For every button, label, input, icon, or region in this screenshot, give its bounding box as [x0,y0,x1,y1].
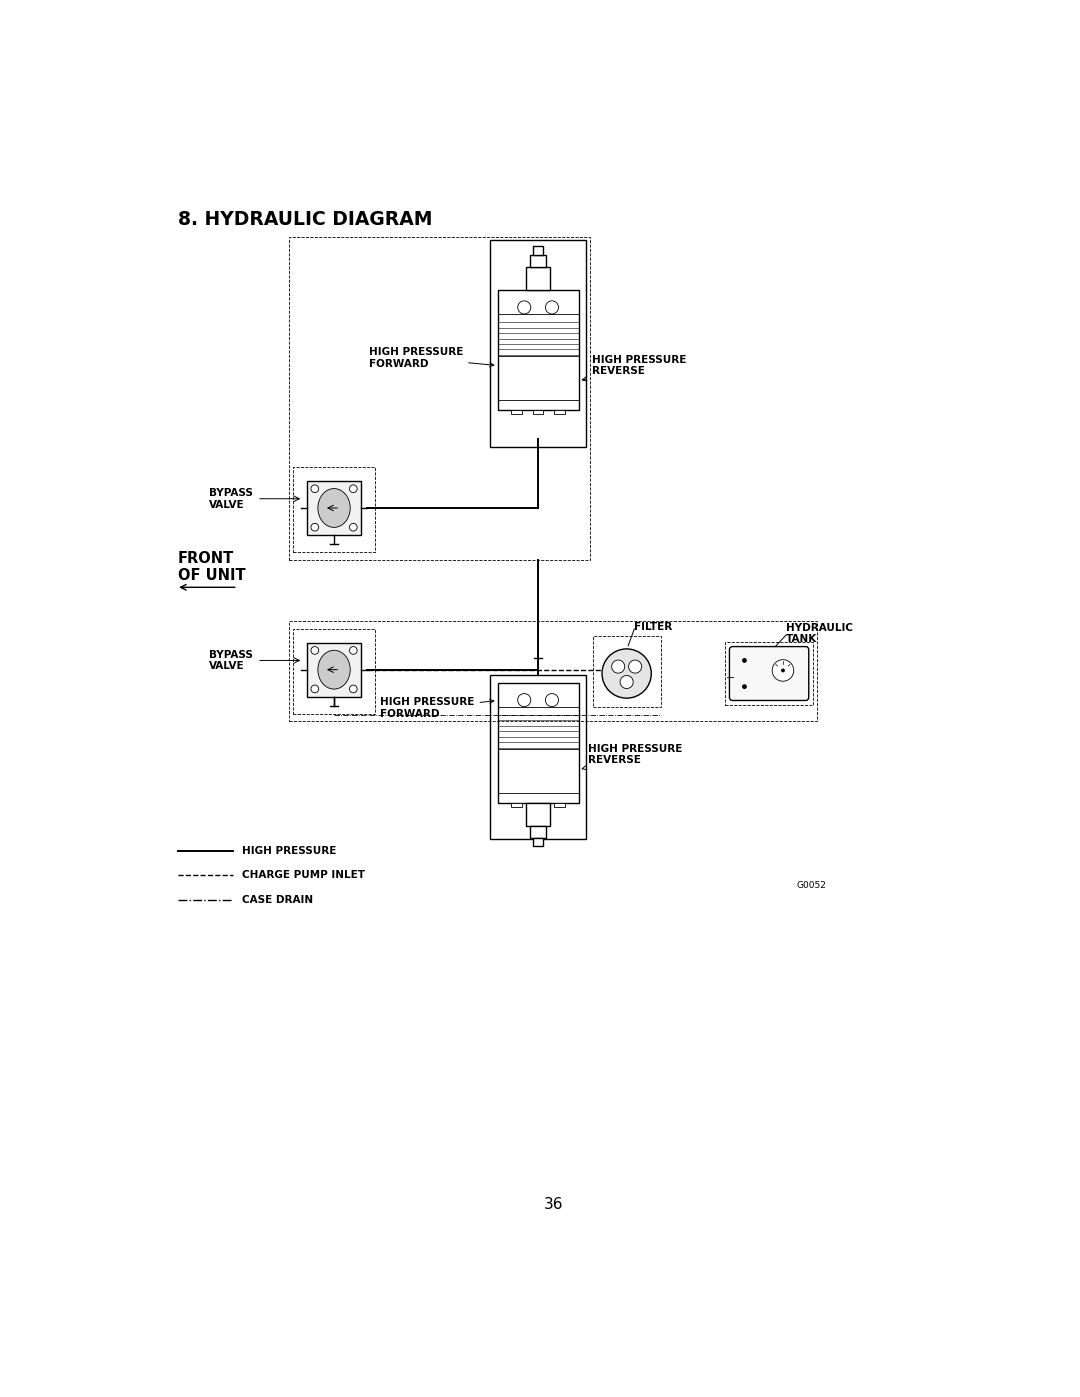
Text: CASE DRAIN: CASE DRAIN [242,895,313,905]
Text: HYDRAULIC
TANK: HYDRAULIC TANK [786,623,853,644]
Text: HIGH PRESSURE
REVERSE: HIGH PRESSURE REVERSE [582,743,683,770]
Circle shape [545,300,558,314]
Circle shape [772,659,794,682]
Bar [725,643,813,705]
Text: G0052: G0052 [796,880,826,890]
Circle shape [350,647,357,654]
Bar [490,676,586,840]
Bar [554,802,565,807]
Ellipse shape [318,650,350,689]
Bar [294,467,375,552]
Bar [289,622,818,721]
Bar [307,643,361,697]
Text: 8. HYDRAULIC DIAGRAM: 8. HYDRAULIC DIAGRAM [178,210,432,229]
Circle shape [517,693,530,707]
Bar [490,240,586,447]
Bar [289,236,590,560]
Text: HIGH PRESSURE: HIGH PRESSURE [242,845,337,855]
Bar [498,683,579,802]
Circle shape [311,524,319,531]
Circle shape [629,659,642,673]
Bar [530,826,545,838]
Circle shape [517,300,530,314]
Text: BYPASS
VALVE: BYPASS VALVE [210,650,253,671]
Bar [593,636,661,707]
Circle shape [545,693,558,707]
Circle shape [602,648,651,698]
Text: FILTER: FILTER [634,622,673,633]
Text: HIGH PRESSURE
FORWARD: HIGH PRESSURE FORWARD [380,697,494,719]
Bar [307,481,361,535]
Bar [294,629,375,714]
Bar [532,802,543,807]
Text: CHARGE PUMP INLET: CHARGE PUMP INLET [242,870,365,880]
Text: HIGH PRESSURE
FORWARD: HIGH PRESSURE FORWARD [368,346,494,369]
Circle shape [350,685,357,693]
Bar [498,291,579,409]
FancyBboxPatch shape [729,647,809,700]
Bar [554,409,565,415]
Circle shape [311,647,319,654]
Text: 36: 36 [543,1197,564,1211]
Circle shape [782,669,784,672]
Circle shape [311,485,319,493]
Bar [534,838,543,845]
Circle shape [350,485,357,493]
Bar [530,256,545,267]
Circle shape [311,685,319,693]
Bar [532,409,543,415]
Circle shape [743,685,746,689]
Text: BYPASS
VALVE: BYPASS VALVE [210,488,253,510]
Ellipse shape [318,489,350,528]
Bar [526,802,551,826]
Circle shape [611,659,624,673]
Circle shape [743,659,746,662]
Bar [511,802,522,807]
Circle shape [620,676,633,689]
Text: FRONT
OF UNIT: FRONT OF UNIT [178,550,245,584]
Text: HIGH PRESSURE
REVERSE: HIGH PRESSURE REVERSE [582,355,687,381]
Bar [534,246,543,256]
Bar [511,409,522,415]
Circle shape [350,524,357,531]
Bar [526,267,551,291]
